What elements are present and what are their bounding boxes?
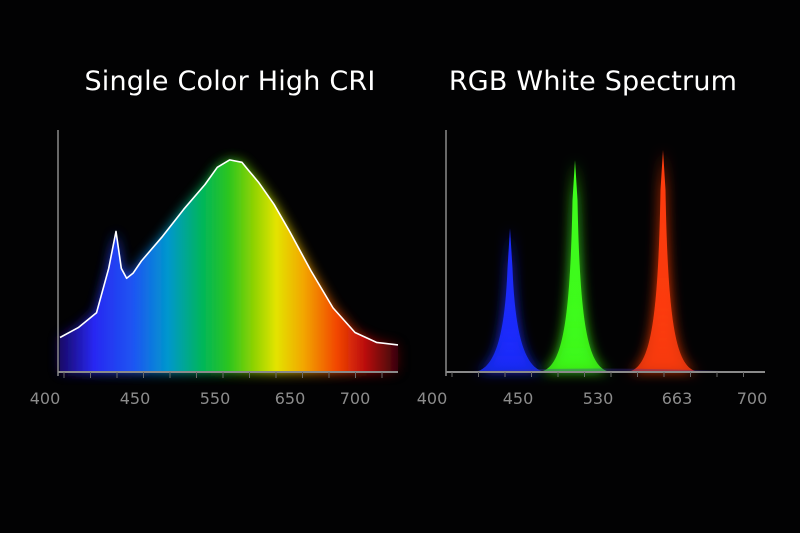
x-tick-label-right: 663 bbox=[662, 389, 693, 408]
x-tick-label-right: 450 bbox=[503, 389, 534, 408]
x-tick-label-right: 530 bbox=[583, 389, 614, 408]
spectrum-area-left bbox=[60, 159, 398, 372]
x-tick-label-left: 450 bbox=[120, 389, 151, 408]
spectrum-peak-0 bbox=[472, 228, 548, 372]
x-tick-label-left: 700 bbox=[340, 389, 371, 408]
x-tick-label-left: 550 bbox=[200, 389, 231, 408]
spectrum-peak-1 bbox=[537, 160, 613, 372]
chart-title-left: Single Color High CRI bbox=[84, 66, 376, 97]
chart-title-right: RGB White Spectrum bbox=[448, 66, 738, 97]
x-tick-label-right: 400 bbox=[417, 389, 448, 408]
x-tick-label-left: 400 bbox=[30, 389, 61, 408]
x-tick-label-right: 700 bbox=[737, 389, 768, 408]
x-tick-label-left: 650 bbox=[275, 389, 306, 408]
spectrum-outline-left bbox=[59, 159, 399, 346]
spectrum-peak-2 bbox=[625, 150, 701, 372]
